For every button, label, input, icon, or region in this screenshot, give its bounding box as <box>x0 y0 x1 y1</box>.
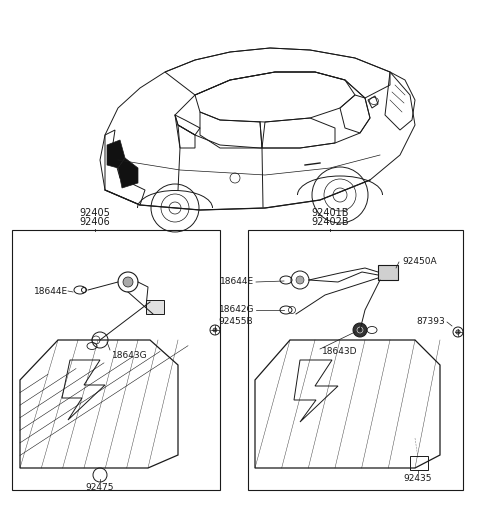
Circle shape <box>296 276 304 284</box>
Text: 92406: 92406 <box>80 217 110 227</box>
Text: 92402B: 92402B <box>311 217 349 227</box>
Polygon shape <box>118 158 138 188</box>
Polygon shape <box>107 140 125 168</box>
Text: 92405: 92405 <box>80 208 110 218</box>
Text: 18644E: 18644E <box>34 287 68 296</box>
Text: 18643D: 18643D <box>322 347 358 357</box>
Circle shape <box>353 323 367 337</box>
Text: 18643G: 18643G <box>112 350 148 360</box>
Text: 92435: 92435 <box>404 474 432 483</box>
Text: 92401B: 92401B <box>311 208 349 218</box>
Text: 92455B: 92455B <box>218 318 252 327</box>
FancyBboxPatch shape <box>378 265 398 280</box>
FancyBboxPatch shape <box>146 300 164 314</box>
Circle shape <box>456 330 460 334</box>
Circle shape <box>213 328 217 332</box>
Text: 92450A: 92450A <box>402 258 437 267</box>
Circle shape <box>123 277 133 287</box>
Text: 92475: 92475 <box>86 483 114 492</box>
Text: 18644E: 18644E <box>220 278 254 286</box>
Text: 18642G: 18642G <box>218 306 254 315</box>
Text: 87393: 87393 <box>416 318 445 327</box>
